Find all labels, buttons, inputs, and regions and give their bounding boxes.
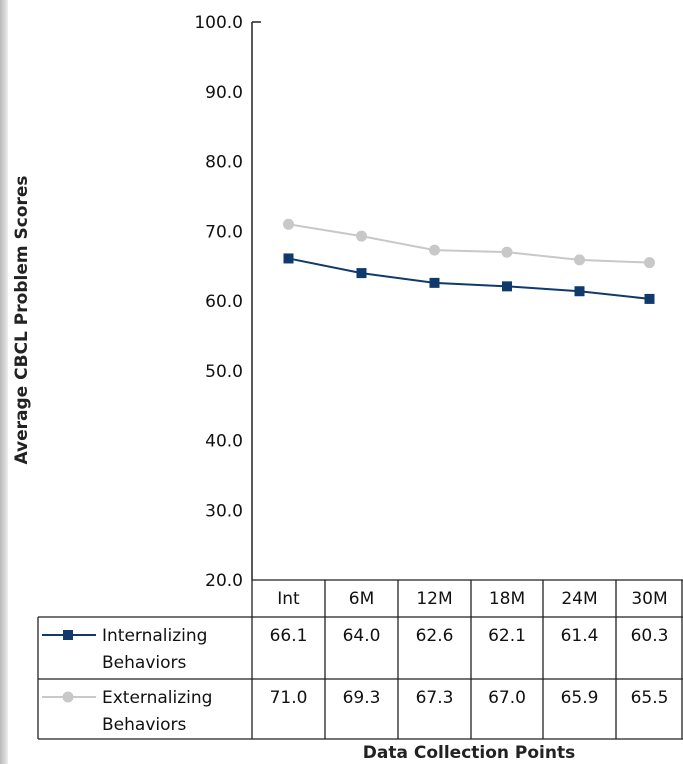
data-point-externalizing <box>644 257 655 269</box>
y-axis-title: Average CBCL Problem Scores <box>12 175 32 464</box>
x-category-label: 30M <box>631 589 667 609</box>
table-value: 65.9 <box>561 688 599 708</box>
table-value: 62.1 <box>488 626 526 646</box>
table-value: 64.0 <box>343 626 381 646</box>
table-value: 69.3 <box>343 688 381 708</box>
axes-layer <box>251 21 261 580</box>
x-category-label: Int <box>277 589 300 609</box>
series-line-externalizing <box>288 223 650 264</box>
legend-label-externalizing: Externalizing <box>102 688 212 708</box>
legend-marker-internalizing <box>63 630 73 640</box>
y-tick-label: 50.0 <box>205 362 243 382</box>
y-tick-label: 80.0 <box>205 153 243 173</box>
table-value: 61.4 <box>561 626 599 646</box>
legend-label-internalizing: Behaviors <box>102 653 186 673</box>
y-tick-label: 20.0 <box>205 571 243 591</box>
data-point-internalizing <box>502 281 512 292</box>
data-point-externalizing <box>356 230 367 242</box>
data-point-externalizing <box>429 244 440 256</box>
x-axis-title: Data Collection Points <box>363 743 575 763</box>
data-point-internalizing <box>429 277 440 288</box>
table-value: 66.1 <box>270 626 308 646</box>
table-value: 71.0 <box>270 688 308 708</box>
x-category-label: 12M <box>416 589 452 609</box>
table-value: 60.3 <box>631 626 669 646</box>
data-point-internalizing <box>644 293 655 304</box>
y-tick-label: 100.0 <box>194 13 243 33</box>
legend-marker-externalizing <box>62 691 74 703</box>
series-line-internalizing <box>288 257 650 300</box>
table-value: 67.0 <box>488 688 526 708</box>
data-point-internalizing <box>283 253 294 264</box>
data-point-internalizing <box>574 286 585 297</box>
y-tick-label: 90.0 <box>205 83 243 103</box>
x-category-label: 24M <box>561 589 597 609</box>
y-tick-label: 70.0 <box>205 222 243 242</box>
legend-label-externalizing: Behaviors <box>102 715 186 735</box>
data-point-internalizing <box>356 268 367 279</box>
y-tick-label: 60.0 <box>205 292 243 312</box>
series-layer <box>283 218 655 304</box>
data-table: Int 6M 12M 18M 24M 30M Internalizing Behaviors 6… <box>37 579 683 740</box>
table-value: 65.5 <box>631 688 669 708</box>
x-category-label: 18M <box>489 589 525 609</box>
table-value: 67.3 <box>416 688 454 708</box>
y-tick-label: 40.0 <box>205 432 243 452</box>
y-axis-ticks: 100.0 90.0 80.0 70.0 60.0 50.0 40.0 30.0 20.0 <box>194 13 243 591</box>
legend-label-internalizing: Internalizing <box>102 626 207 646</box>
window-edge-strip <box>0 0 8 764</box>
x-category-label: 6M <box>349 589 374 609</box>
data-point-externalizing <box>501 246 513 258</box>
table-value: 62.6 <box>416 626 454 646</box>
data-point-externalizing <box>574 254 585 266</box>
data-point-externalizing <box>283 218 294 230</box>
y-tick-label: 30.0 <box>205 501 243 521</box>
